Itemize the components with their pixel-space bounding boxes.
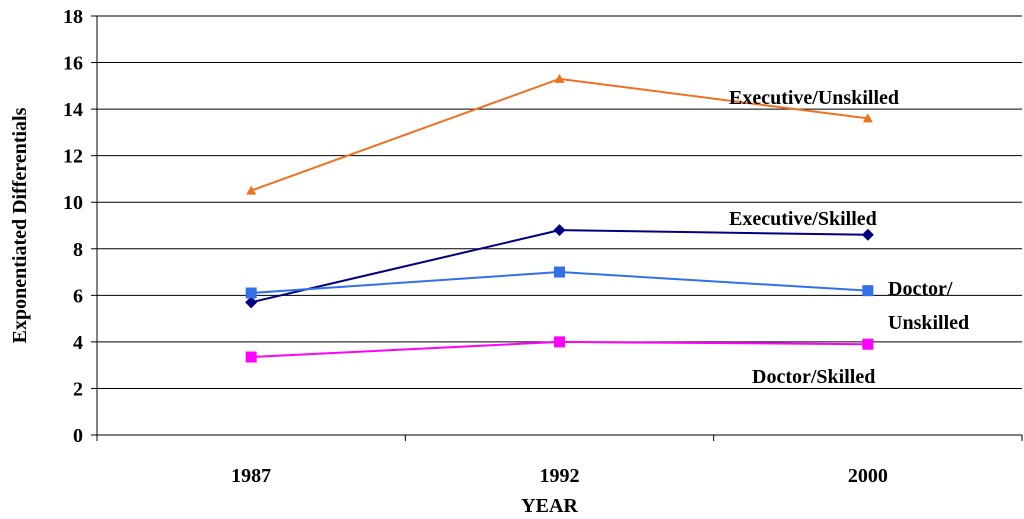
- data-point-square: [245, 287, 257, 299]
- x-axis-title: YEAR: [521, 495, 578, 517]
- x-tick-label: 1992: [540, 465, 580, 487]
- series-doctor-skilled: [245, 336, 874, 363]
- series-executive-unskilled: [246, 73, 873, 195]
- series-label: Doctor/Skilled: [752, 366, 875, 388]
- data-point-square: [554, 266, 565, 278]
- data-point-triangle: [246, 185, 257, 195]
- y-tick-label: 4: [73, 332, 83, 354]
- data-point-diamond: [245, 296, 258, 309]
- series-executive-skilled: [245, 224, 874, 309]
- x-tick-label: 1987: [231, 465, 271, 487]
- series-doctor-unskilled: [245, 266, 874, 299]
- data-point-diamond: [553, 224, 566, 237]
- y-tick-label: 18: [63, 6, 83, 28]
- data-point-triangle: [862, 113, 873, 123]
- y-tick-label: 6: [73, 285, 83, 307]
- y-tick-labels: 0 2 4 6 8 10 12 14 16 18: [63, 6, 83, 447]
- data-point-square: [862, 338, 874, 350]
- x-tick-label: 2000: [848, 465, 888, 487]
- y-tick-label: 8: [73, 239, 83, 261]
- axes: [96, 16, 1022, 436]
- data-point-square: [245, 351, 257, 363]
- data-point-square: [862, 285, 874, 297]
- series-label: Doctor/: [888, 278, 953, 300]
- y-tick-label: 2: [73, 378, 83, 400]
- series-label: Executive/Skilled: [729, 208, 877, 230]
- data-point-square: [554, 336, 565, 348]
- series-labels: Executive/Unskilled Executive/Skilled Doct…: [729, 87, 969, 388]
- y-tick-label: 16: [63, 53, 83, 75]
- y-tick-label: 14: [63, 99, 83, 121]
- data-point-triangle: [554, 73, 565, 83]
- series-lines: [245, 73, 874, 363]
- y-tick-label: 12: [63, 146, 83, 168]
- series-line: [250, 229, 868, 304]
- y-axis-title: Exponentiated Differentials: [9, 107, 31, 343]
- series-label: Executive/Unskilled: [729, 87, 899, 109]
- y-tick-label: 10: [63, 192, 83, 214]
- y-tick-label: 0: [73, 425, 83, 447]
- series-label: Unskilled: [888, 312, 969, 334]
- x-tick-labels: 1987 1992 2000: [231, 465, 888, 487]
- data-point-diamond: [861, 228, 874, 241]
